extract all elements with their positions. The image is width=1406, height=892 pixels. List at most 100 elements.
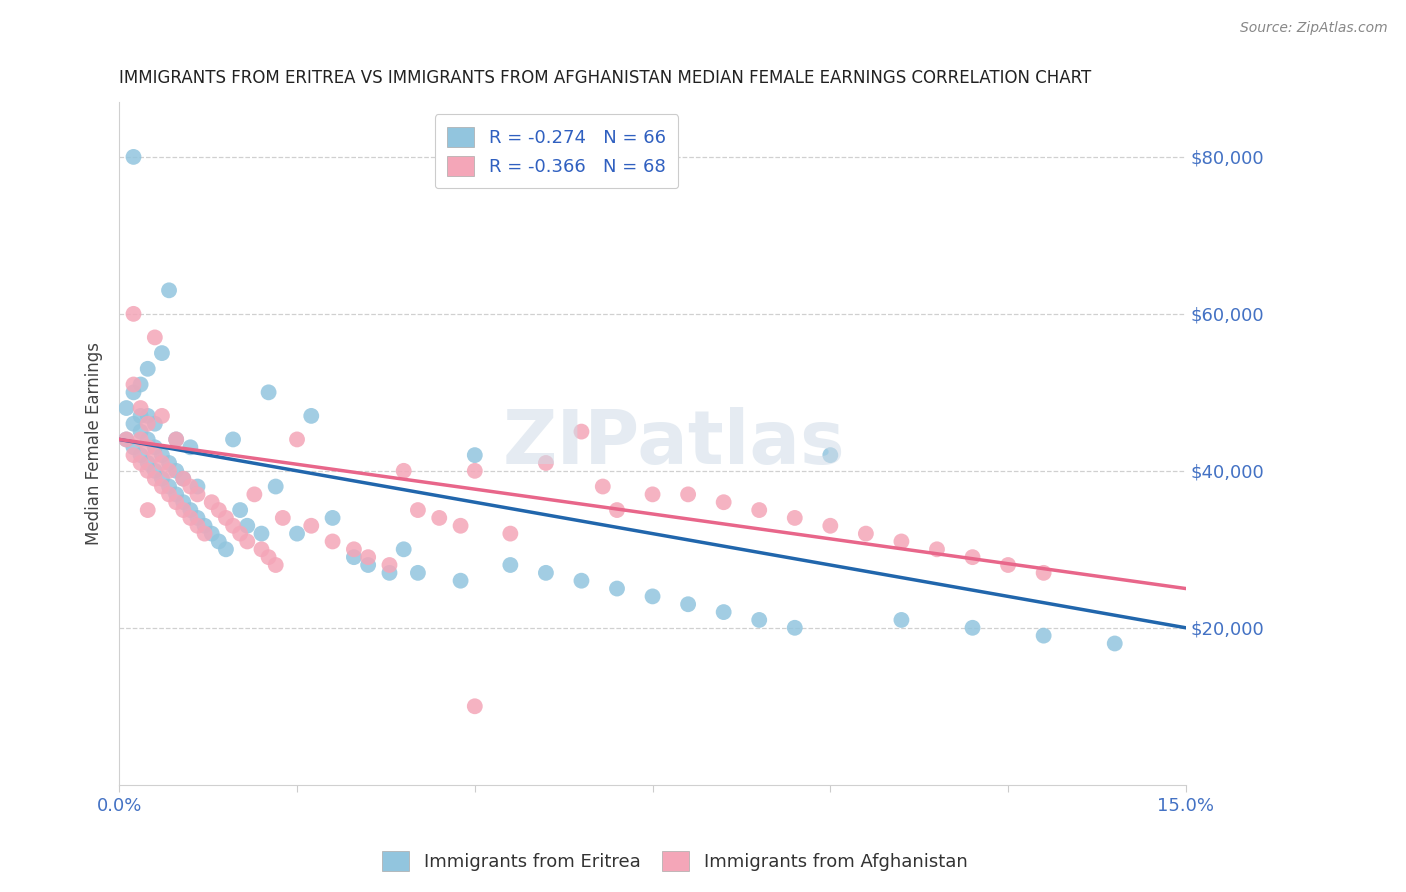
Point: [606, 582, 628, 596]
Point: [783, 511, 806, 525]
Point: [115, 433, 138, 447]
Point: [392, 542, 415, 557]
Point: [115, 401, 138, 415]
Point: [378, 558, 401, 572]
Point: [186, 487, 208, 501]
Point: [820, 518, 842, 533]
Point: [150, 346, 173, 360]
Point: [250, 542, 273, 557]
Point: [179, 511, 201, 525]
Legend: R = -0.274   N = 66, R = -0.366   N = 68: R = -0.274 N = 66, R = -0.366 N = 68: [434, 114, 679, 188]
Point: [157, 464, 180, 478]
Point: [194, 518, 217, 533]
Point: [136, 456, 159, 470]
Point: [157, 283, 180, 297]
Point: [165, 433, 187, 447]
Point: [136, 503, 159, 517]
Point: [143, 440, 166, 454]
Point: [179, 503, 201, 517]
Point: [606, 503, 628, 517]
Point: [1032, 629, 1054, 643]
Point: [143, 464, 166, 478]
Point: [378, 566, 401, 580]
Point: [172, 503, 194, 517]
Point: [165, 433, 187, 447]
Point: [129, 377, 152, 392]
Point: [179, 479, 201, 493]
Point: [136, 440, 159, 454]
Point: [534, 456, 557, 470]
Point: [257, 550, 280, 565]
Point: [499, 558, 522, 572]
Point: [215, 511, 238, 525]
Text: ZIPatlas: ZIPatlas: [502, 407, 845, 480]
Point: [571, 425, 593, 439]
Point: [122, 448, 145, 462]
Point: [890, 534, 912, 549]
Point: [464, 699, 486, 714]
Point: [143, 448, 166, 462]
Point: [129, 401, 152, 415]
Point: [464, 464, 486, 478]
Point: [450, 518, 472, 533]
Point: [236, 534, 259, 549]
Point: [406, 503, 429, 517]
Point: [713, 495, 735, 509]
Point: [201, 526, 224, 541]
Point: [299, 409, 322, 423]
Point: [136, 464, 159, 478]
Point: [222, 433, 245, 447]
Point: [172, 472, 194, 486]
Point: [150, 409, 173, 423]
Point: [150, 479, 173, 493]
Point: [322, 511, 344, 525]
Point: [534, 566, 557, 580]
Point: [592, 479, 614, 493]
Point: [962, 550, 984, 565]
Legend: Immigrants from Eritrea, Immigrants from Afghanistan: Immigrants from Eritrea, Immigrants from…: [375, 844, 974, 879]
Point: [343, 542, 366, 557]
Point: [129, 456, 152, 470]
Point: [676, 487, 699, 501]
Point: [571, 574, 593, 588]
Point: [357, 550, 380, 565]
Point: [122, 307, 145, 321]
Point: [150, 448, 173, 462]
Point: [962, 621, 984, 635]
Point: [392, 464, 415, 478]
Point: [157, 479, 180, 493]
Point: [236, 518, 259, 533]
Point: [676, 597, 699, 611]
Point: [464, 448, 486, 462]
Point: [122, 385, 145, 400]
Point: [855, 526, 877, 541]
Point: [157, 456, 180, 470]
Point: [208, 534, 231, 549]
Point: [1032, 566, 1054, 580]
Point: [150, 472, 173, 486]
Point: [122, 150, 145, 164]
Point: [271, 511, 294, 525]
Text: IMMIGRANTS FROM ERITREA VS IMMIGRANTS FROM AFGHANISTAN MEDIAN FEMALE EARNINGS CO: IMMIGRANTS FROM ERITREA VS IMMIGRANTS FR…: [120, 69, 1091, 87]
Point: [129, 433, 152, 447]
Point: [172, 495, 194, 509]
Point: [129, 409, 152, 423]
Point: [1104, 636, 1126, 650]
Point: [208, 503, 231, 517]
Point: [427, 511, 450, 525]
Point: [186, 518, 208, 533]
Point: [150, 456, 173, 470]
Point: [172, 472, 194, 486]
Point: [890, 613, 912, 627]
Point: [179, 440, 201, 454]
Point: [925, 542, 948, 557]
Y-axis label: Median Female Earnings: Median Female Earnings: [86, 342, 103, 545]
Point: [165, 495, 187, 509]
Point: [264, 479, 287, 493]
Point: [250, 526, 273, 541]
Point: [186, 511, 208, 525]
Point: [194, 526, 217, 541]
Point: [229, 503, 252, 517]
Point: [143, 417, 166, 431]
Point: [264, 558, 287, 572]
